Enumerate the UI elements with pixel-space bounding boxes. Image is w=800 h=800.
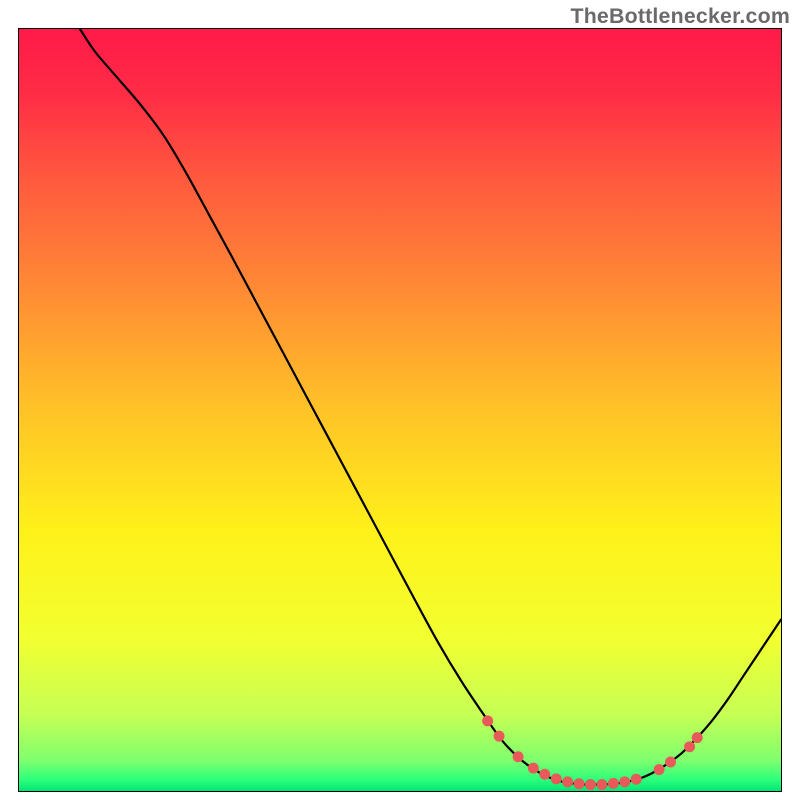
marker-dot	[494, 731, 504, 741]
marker-dot	[586, 780, 596, 790]
marker-dot	[528, 763, 538, 773]
marker-dot	[483, 716, 493, 726]
marker-dot	[692, 733, 702, 743]
plot-svg	[19, 29, 781, 791]
marker-dot	[597, 780, 607, 790]
marker-dot	[540, 769, 550, 779]
marker-dot	[666, 757, 676, 767]
bottleneck-curve	[80, 29, 781, 785]
marker-dot	[563, 777, 573, 787]
marker-dot	[513, 752, 523, 762]
marker-dot	[620, 777, 630, 787]
figure-canvas: TheBottlenecker.com	[0, 0, 800, 800]
marker-dot	[654, 765, 664, 775]
watermark-text: TheBottlenecker.com	[570, 4, 790, 29]
marker-group	[483, 716, 703, 790]
marker-dot	[574, 779, 584, 789]
marker-dot	[551, 774, 561, 784]
marker-dot	[631, 774, 641, 784]
marker-dot	[608, 778, 618, 788]
plot-area	[18, 28, 782, 792]
marker-dot	[685, 742, 695, 752]
